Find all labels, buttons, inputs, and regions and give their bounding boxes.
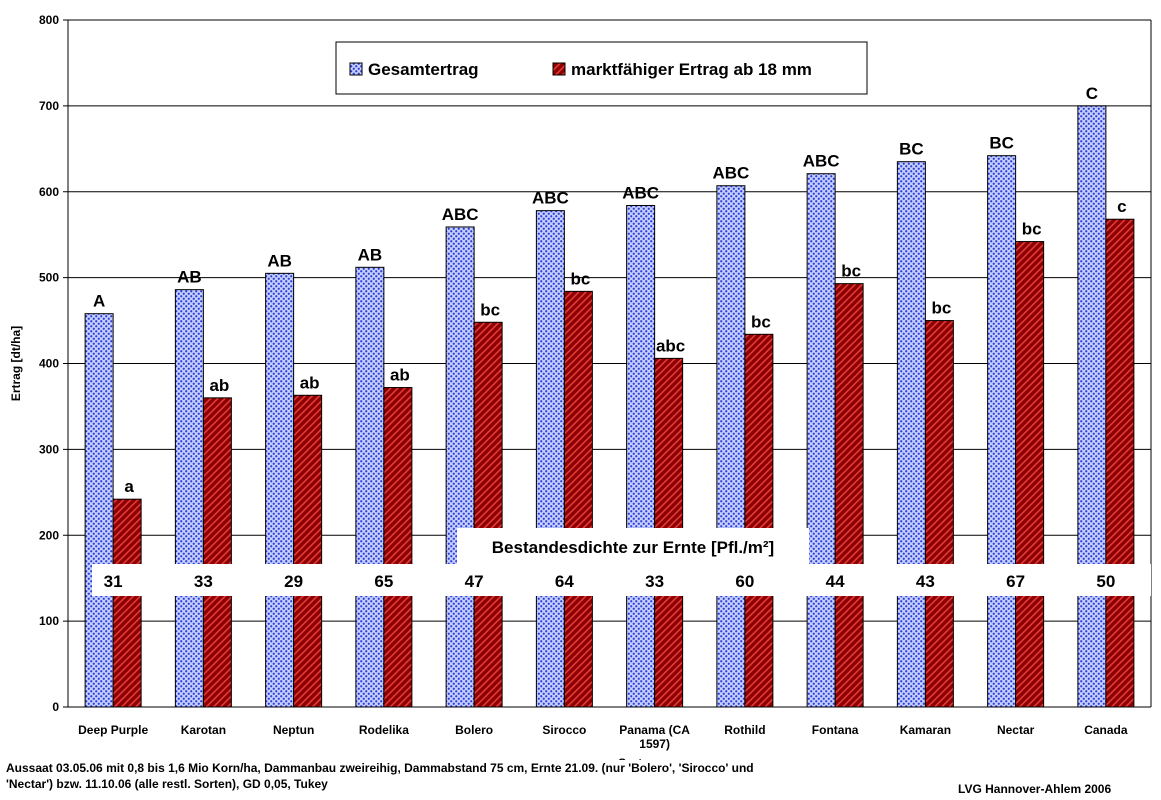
y-tick-label: 100 [39,614,59,628]
footnote-source: LVG Hannover-Ahlem 2006 [958,782,1112,796]
x-tick-label: Canada [1084,723,1128,737]
bar-gesamtertrag [896,161,926,708]
density-value: 67 [1006,572,1025,591]
y-tick-label: 400 [39,357,59,371]
density-values-band [92,564,1151,596]
y-axis-title: Ertrag [dt/ha] [9,326,23,401]
density-value: 64 [555,572,574,591]
bar-gesamtertrag [265,272,295,708]
significance-label-lower: bc [931,299,951,318]
bar-marktfaehig [834,283,864,708]
y-tick-label: 600 [39,185,59,199]
bar-gesamtertrag [987,155,1017,708]
density-title: Bestandesdichte zur Ernte [Pfl./m²] [492,538,774,557]
density-value: 43 [916,572,935,591]
bar-marktfaehig [563,290,593,708]
y-tick-label: 0 [52,700,59,714]
x-tick-label: Panama (CA 1597) [619,723,690,751]
legend-box [335,41,868,95]
y-tick-label: 700 [39,99,59,113]
bar-marktfaehig [112,498,142,708]
significance-label-lower: ab [390,366,410,385]
bar-gesamtertrag [174,289,204,708]
legend: Gesamtertrag marktfähiger Ertrag ab 18 mm [335,41,868,95]
bar-marktfaehig [924,320,954,708]
bar-marktfaehig [1105,218,1135,708]
significance-label-upper: A [93,292,105,311]
bar-marktfaehig [473,321,503,708]
x-tick-label: Deep Purple [78,723,148,737]
bar-gesamtertrag [445,226,475,708]
significance-label-lower: a [124,477,134,496]
density-value: 44 [826,572,845,591]
legend-swatch-gesamtertrag [349,62,363,76]
legend-label-marktfaehig: marktfähiger Ertrag ab 18 mm [571,60,812,79]
density-value: 31 [104,572,123,591]
significance-label-lower: ab [209,376,229,395]
significance-label-lower: bc [751,312,771,331]
y-tick-label: 300 [39,442,59,456]
significance-label-upper: AB [358,245,383,264]
significance-label-upper: C [1086,84,1098,103]
x-tick-label: Neptun [273,723,314,737]
significance-label-upper: ABC [803,152,840,171]
y-tick-label: 200 [39,528,59,542]
significance-label-upper: BC [989,134,1014,153]
bar-gesamtertrag [626,204,656,708]
significance-label-lower: bc [570,269,590,288]
bar-gesamtertrag [355,266,385,708]
density-value: 60 [735,572,754,591]
bar-marktfaehig [1015,241,1045,708]
density-value: 50 [1096,572,1115,591]
bar-marktfaehig [383,387,413,708]
bar-gesamtertrag [84,313,114,708]
significance-label-upper: AB [267,251,292,270]
footnote-method: Aussaat 03.05.06 mit 0,8 bis 1,6 Mio Kor… [6,761,754,791]
significance-label-lower: bc [841,262,861,281]
significance-label-lower: abc [656,336,685,355]
significance-label-upper: AB [177,268,202,287]
significance-label-upper: ABC [532,189,569,208]
y-tick-label: 500 [39,271,59,285]
significance-label-lower: bc [1022,220,1042,239]
bar-labels: Aa AB ab AB ab AB ab ABC bc ABC bc ABC abc ABC bc ABC bc… [93,84,1127,496]
significance-label-upper: BC [899,140,924,159]
x-tick-label: Rodelika [359,723,409,737]
density-band: Bestandesdichte zur Ernte [Pfl./m²] 31 33 2… [92,528,1151,596]
x-tick-label: Rothild [724,723,765,737]
significance-label-lower: bc [480,300,500,319]
bar-marktfaehig [744,333,774,708]
x-tick-label: Sirocco [542,723,586,737]
yield-bar-chart: 0 100 200 300 400 500 600 700 800 Ertrag [dt/ha] S… [9,13,1152,760]
gridlines [68,19,1151,708]
bar-marktfaehig [202,397,232,708]
y-tick-label: 800 [39,13,59,27]
significance-label-upper: ABC [712,164,749,183]
bar-gesamtertrag [535,210,565,708]
density-title-box [457,528,809,564]
legend-swatch-marktfaehig [552,62,566,76]
bar-gesamtertrag [716,185,746,708]
x-tick-label: Nectar [997,723,1035,737]
significance-label-lower: c [1117,197,1126,216]
density-value: 33 [194,572,213,591]
density-value: 65 [374,572,393,591]
density-value: 33 [645,572,664,591]
significance-label-lower: ab [300,373,320,392]
x-tick-label: Bolero [455,723,493,737]
density-value: 47 [465,572,484,591]
x-tick-label: Karotan [181,723,226,737]
bar-gesamtertrag [806,173,836,708]
significance-label-upper: ABC [622,183,659,202]
x-tick-label: Fontana [812,723,859,737]
bar-gesamtertrag [1077,105,1107,708]
significance-label-upper: ABC [442,205,479,224]
bars [84,105,1135,708]
bar-marktfaehig [293,394,323,708]
x-axis-title: Sorte [618,756,649,760]
x-tick-label: Kamaran [900,723,951,737]
legend-label-gesamtertrag: Gesamtertrag [368,60,479,79]
density-value: 29 [284,572,303,591]
